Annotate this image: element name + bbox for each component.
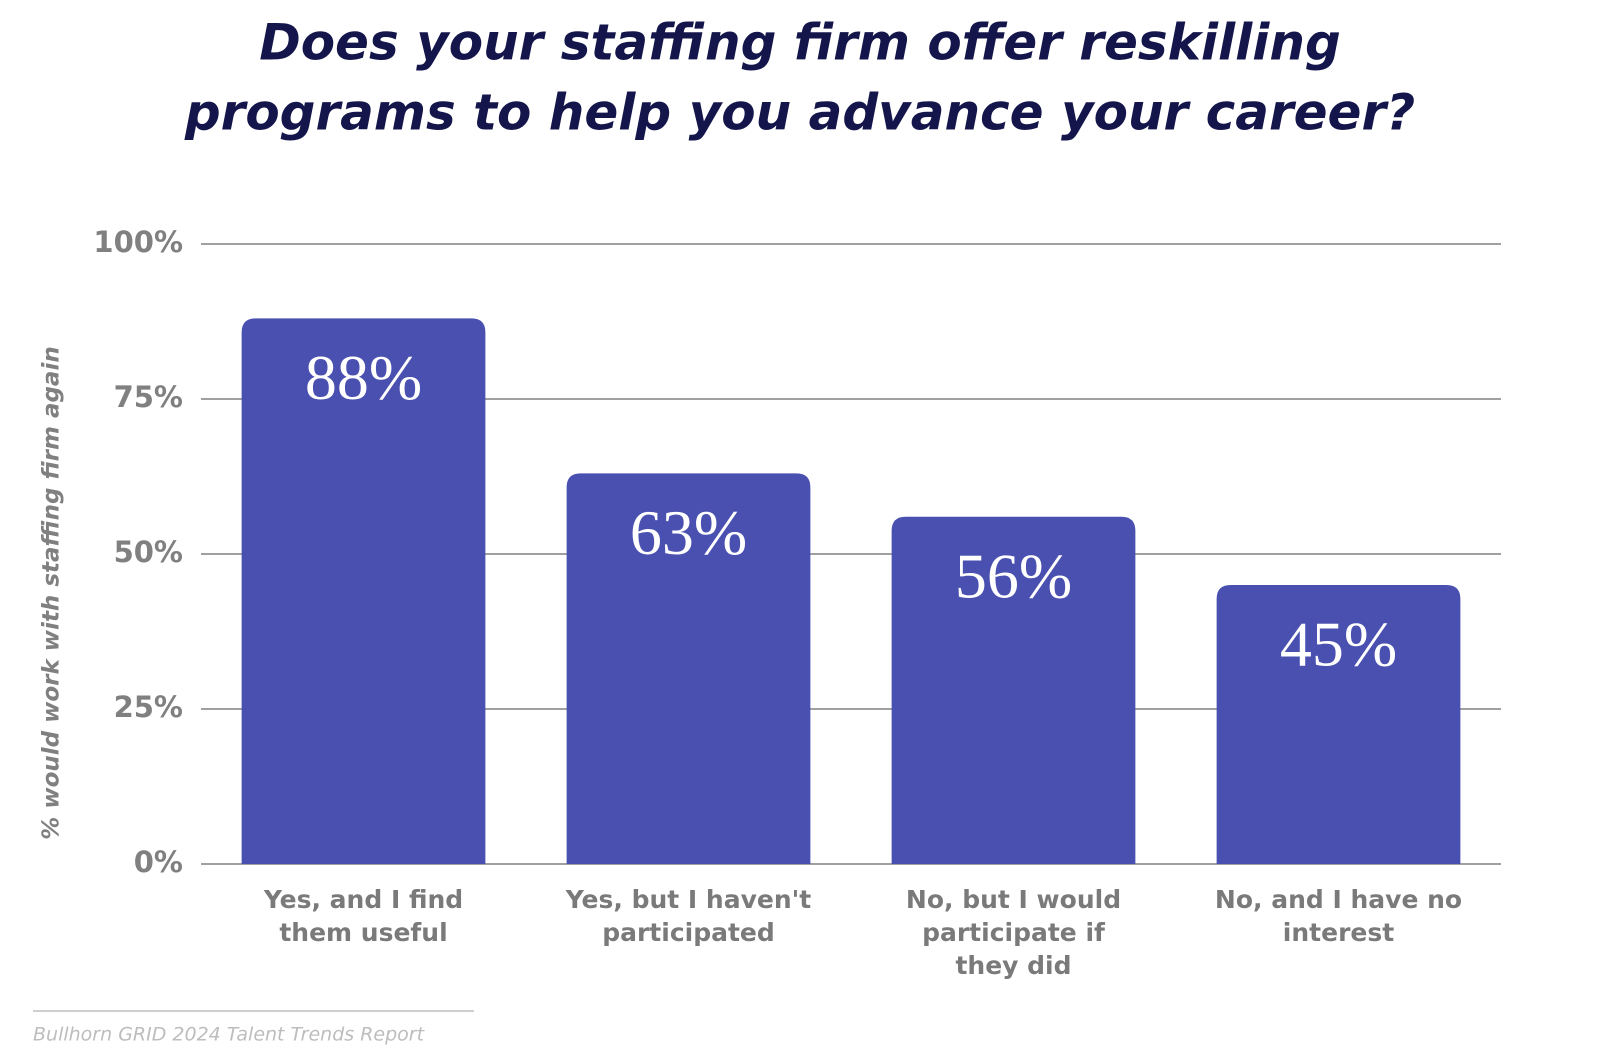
y-tick-label: 25% bbox=[114, 690, 183, 724]
chart-title: Does your staffing firm offer reskilling bbox=[259, 14, 1341, 72]
value-label: 45% bbox=[1280, 609, 1397, 680]
y-tick-label: 0% bbox=[134, 845, 183, 879]
bar bbox=[241, 318, 486, 864]
value-label: 63% bbox=[630, 497, 747, 568]
x-tick-label: No, but I would participate if they did bbox=[905, 885, 1122, 980]
y-tick-label: 75% bbox=[114, 380, 183, 414]
y-tick-label: 100% bbox=[93, 225, 183, 259]
chart-title: programs to help you advance your career… bbox=[184, 84, 1415, 142]
y-axis-label: % would work with staffing firm again bbox=[39, 346, 65, 839]
bar bbox=[1216, 585, 1461, 864]
x-tick-label: Yes, and I find them useful bbox=[263, 885, 464, 947]
value-label: 88% bbox=[305, 342, 422, 413]
x-tick-label: No, and I have no interest bbox=[1214, 885, 1463, 947]
value-label: 56% bbox=[955, 540, 1072, 611]
bar bbox=[566, 473, 811, 864]
source: Bullhorn GRID 2024 Talent Trends Report bbox=[33, 1024, 426, 1046]
x-tick-label: Yes, but I haven't participated bbox=[565, 885, 812, 947]
y-tick-label: 50% bbox=[114, 535, 183, 569]
bar bbox=[891, 516, 1136, 864]
